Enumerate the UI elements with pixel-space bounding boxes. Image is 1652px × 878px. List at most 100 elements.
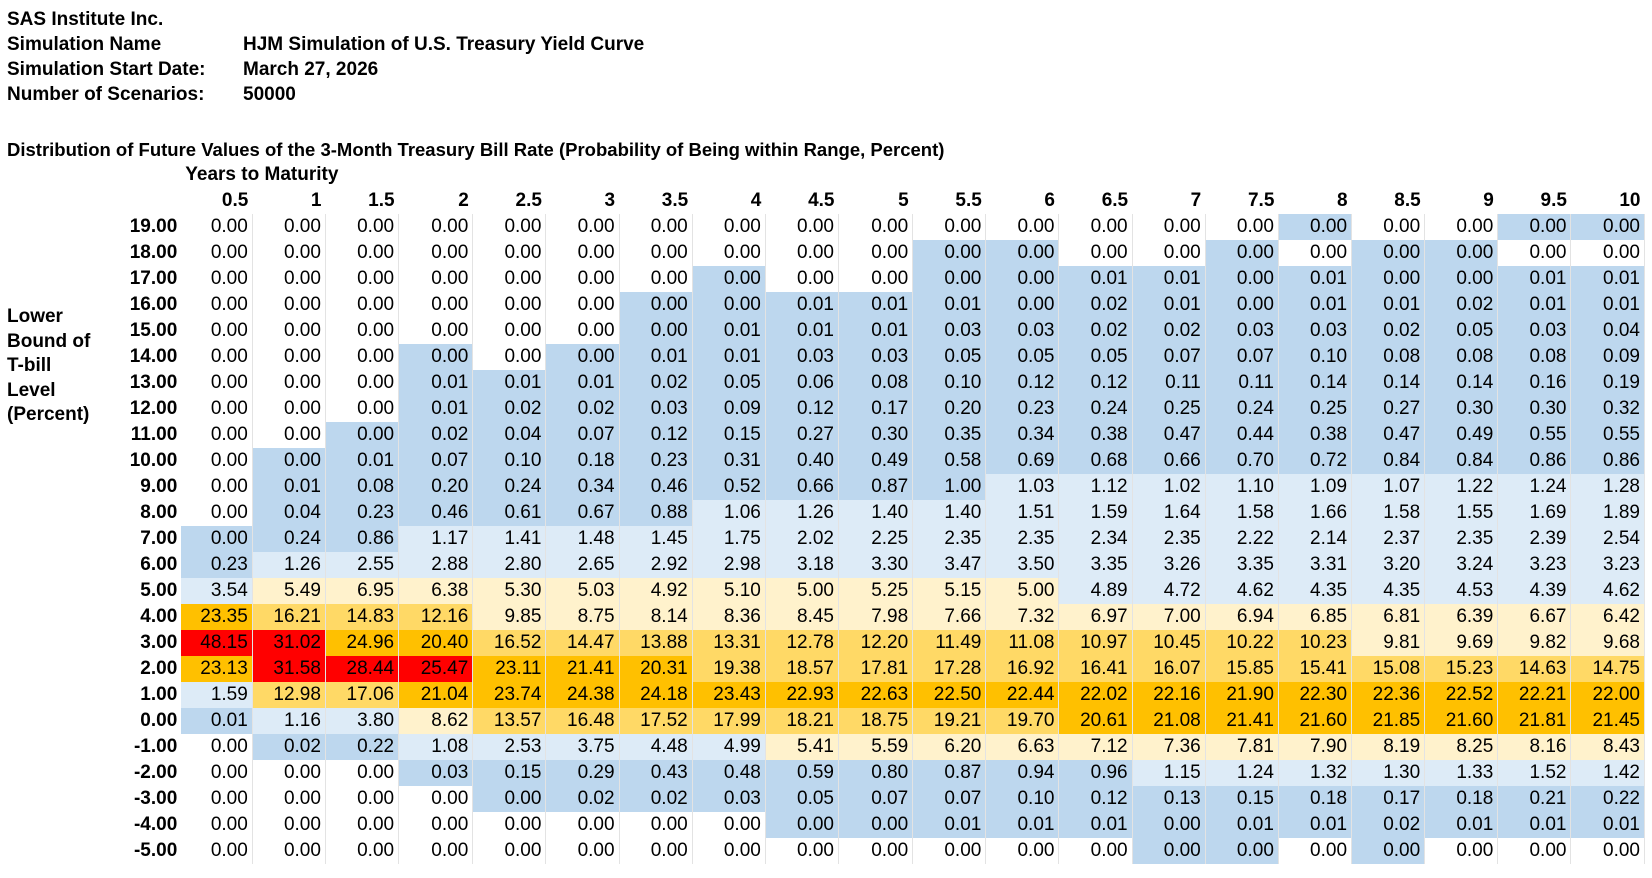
table-cell: 0.96 (1058, 760, 1133, 786)
table-cell: 0.02 (1424, 292, 1499, 318)
table-cell: 1.10 (1205, 474, 1279, 500)
row-label: 15.00 (129, 320, 178, 341)
table-cell: 0.01 (692, 318, 766, 344)
table-row: 1.00 1.59 12.98 17.06 21.04 23.74 24.38 24.18 23… (0, 682, 1645, 708)
table-cell: 0.00 (252, 838, 326, 864)
table-cell: 0.55 (1497, 422, 1572, 448)
table-cell: 0.00 (1570, 214, 1645, 240)
table-cell: 0.00 (252, 396, 326, 422)
table-cell: 6.85 (1278, 604, 1353, 630)
column-header-6: 6 (1044, 190, 1055, 211)
table-cell: 16.92 (985, 656, 1060, 682)
table-cell: 9.85 (472, 604, 547, 630)
table-cell: 2.35 (985, 526, 1060, 552)
table-cell: 0.94 (985, 760, 1060, 786)
table-cell: 0.05 (765, 786, 839, 812)
table-cell: 0.00 (181, 318, 253, 344)
table-cell: 0.00 (252, 214, 326, 240)
row-axis-label-5: (Percent) (7, 404, 90, 425)
table-cell: 1.40 (838, 500, 914, 526)
table-cell: 0.00 (325, 396, 400, 422)
table-cell: 0.02 (545, 396, 620, 422)
start-date-label: Simulation Start Date: (7, 59, 206, 80)
table-cell: 0.01 (1570, 812, 1645, 838)
table-cell: 0.08 (1424, 344, 1499, 370)
table-cell: 0.00 (1351, 240, 1426, 266)
table-cell: 19.70 (985, 708, 1060, 734)
table-cell: 0.00 (985, 214, 1060, 240)
table-row: 17.00 0.00 0.00 0.00 0.00 0.00 0.00 0.00 0.00 0.0… (0, 266, 1645, 292)
table-cell: 0.00 (1058, 214, 1133, 240)
table-cell: 0.34 (545, 474, 620, 500)
table-cell: 0.00 (325, 240, 400, 266)
table-cell: 0.01 (692, 344, 766, 370)
table-cell: 0.00 (398, 214, 474, 240)
table-cell: 0.21 (1497, 786, 1572, 812)
table-cell: 0.00 (398, 812, 474, 838)
table-cell: 22.50 (912, 682, 987, 708)
table-cell: 21.41 (1205, 708, 1279, 734)
table-cell: 1.02 (1132, 474, 1206, 500)
table-row: 5.00 3.54 5.49 6.95 6.38 5.30 5.03 4.92 5.10 5.00… (0, 578, 1645, 604)
table-cell: 0.00 (325, 292, 400, 318)
table-cell: 1.00 (912, 474, 987, 500)
row-label: 1.00 (140, 684, 178, 705)
table-cell: 10.23 (1278, 630, 1353, 656)
table-cell: 0.00 (181, 266, 253, 292)
table-cell: 0.01 (1424, 812, 1499, 838)
table-cell: 19.38 (692, 656, 766, 682)
table-cell: 16.52 (472, 630, 547, 656)
table-cell: 0.15 (692, 422, 766, 448)
table-cell: 28.44 (325, 656, 400, 682)
table-cell: 0.46 (398, 500, 474, 526)
table-cell: 0.00 (545, 240, 620, 266)
table-cell: 0.01 (1497, 812, 1572, 838)
table-cell: 0.00 (252, 266, 326, 292)
table-cell: 0.84 (1351, 448, 1426, 474)
table-cell: 0.01 (1570, 266, 1645, 292)
table-cell: 0.15 (472, 760, 547, 786)
table-row: -1.00 0.00 0.02 0.22 1.08 2.53 3.75 4.48 4.99 5.4… (0, 734, 1645, 760)
table-cell: 0.01 (1497, 292, 1572, 318)
table-cell: 20.31 (619, 656, 693, 682)
table-cell: 22.52 (1424, 682, 1499, 708)
table-cell: 0.00 (765, 240, 839, 266)
table-cell: 0.00 (325, 838, 400, 864)
probability-table: Years to Maturity 0.5 1 1.5 2 2.5 3 3.5 4 4.5 5 5.… (0, 162, 1645, 864)
table-cell: 3.35 (1205, 552, 1279, 578)
table-cell: 31.58 (252, 656, 326, 682)
table-cell: 19.21 (912, 708, 987, 734)
table-row: 3.00 48.15 31.02 24.96 20.40 16.52 14.47 13.88 1… (0, 630, 1645, 656)
sim-name-label: Simulation Name (7, 34, 162, 55)
table-cell: 3.31 (1278, 552, 1353, 578)
table-cell: 0.00 (472, 240, 547, 266)
table-cell: 4.35 (1351, 578, 1426, 604)
table-cell: 8.36 (692, 604, 766, 630)
table-cell: 0.00 (1132, 214, 1206, 240)
table-row: 10.00 0.00 0.00 0.01 0.07 0.10 0.18 0.23 0.31 0.4… (0, 448, 1645, 474)
table-cell: 0.01 (1278, 292, 1353, 318)
corner-cell (0, 188, 181, 214)
table-cell: 22.30 (1278, 682, 1353, 708)
column-header-2.5: 2.5 (515, 190, 542, 211)
table-cell: 1.07 (1351, 474, 1426, 500)
table-cell: 24.18 (619, 682, 693, 708)
table-row: 0.00 0.01 1.16 3.80 8.62 13.57 16.48 17.52 17.99… (0, 708, 1645, 734)
table-cell: 0.00 (252, 422, 326, 448)
table-cell: 1.28 (1570, 474, 1645, 500)
table-cell: 0.00 (619, 318, 693, 344)
table-cell: 1.30 (1351, 760, 1426, 786)
table-cell: 0.18 (1278, 786, 1353, 812)
table-cell: 16.07 (1132, 656, 1206, 682)
table-cell: 0.00 (1205, 240, 1279, 266)
row-axis-label-3: T-bill (7, 355, 52, 376)
table-cell: 0.02 (252, 734, 326, 760)
scenarios-label: Number of Scenarios: (7, 84, 205, 105)
row-label: -5.00 (133, 840, 178, 861)
table-cell: 0.00 (181, 240, 253, 266)
column-header-10: 10 (1619, 190, 1641, 211)
table-cell: 5.00 (985, 578, 1060, 604)
column-header-1.5: 1.5 (368, 190, 395, 211)
table-cell: 0.00 (181, 214, 253, 240)
table-cell: 2.22 (1205, 526, 1279, 552)
